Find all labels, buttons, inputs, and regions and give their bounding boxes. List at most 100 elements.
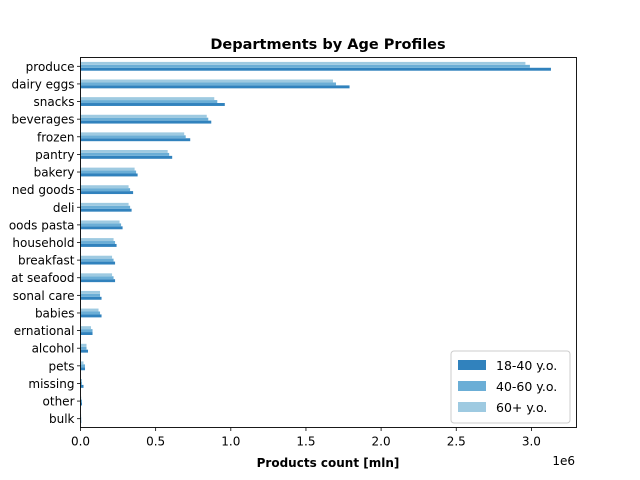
x-tick-label: 0.5 — [146, 435, 165, 449]
legend-swatch — [458, 360, 486, 370]
bar-beverages-series-3 — [80, 114, 207, 118]
bar-other-series-2 — [80, 399, 83, 403]
bar-at-seafood-series-3 — [80, 273, 113, 277]
bar-ned-goods-series-2 — [80, 188, 131, 192]
bar-deli-series-1 — [80, 208, 132, 212]
bar-produce-series-3 — [80, 61, 526, 65]
x-tick-label: 3.0 — [522, 435, 541, 449]
bar-household-series-3 — [80, 238, 114, 242]
bar-produce-series-2 — [80, 64, 530, 68]
bar-babies-series-1 — [80, 314, 102, 318]
x-tick-label: 1.0 — [221, 435, 240, 449]
bar-household-series-1 — [80, 243, 117, 247]
bar-oods-pasta-series-1 — [80, 226, 123, 230]
bar-pantry-series-3 — [80, 150, 168, 153]
bar-bakery-series-3 — [80, 167, 135, 171]
x-axis-offset-text: 1e6 — [552, 454, 575, 468]
y-tick-label: sonal care — [13, 289, 75, 303]
bar-snacks-series-1 — [80, 103, 225, 106]
bar-ned-goods-series-1 — [80, 191, 134, 195]
y-tick-label: household — [12, 236, 74, 250]
y-tick-label: at seafood — [11, 271, 74, 285]
y-tick-label: ned goods — [12, 183, 75, 197]
y-tick-label: alcohol — [32, 342, 75, 356]
y-tick-label: beverages — [11, 113, 74, 127]
bar-other-series-1 — [80, 402, 83, 406]
bar-beverages-series-2 — [80, 117, 209, 121]
bar-breakfast-series-3 — [80, 255, 113, 259]
bar-oods-pasta-series-3 — [80, 220, 120, 224]
bar-sonal-care-series-3 — [80, 290, 101, 294]
x-tick-label: 1.5 — [296, 435, 315, 449]
bar-ernational-series-1 — [80, 332, 93, 335]
y-tick-label: missing — [28, 377, 74, 391]
bar-frozen-series-2 — [80, 135, 186, 139]
bar-babies-series-3 — [80, 308, 99, 312]
bar-dairy-eggs-series-3 — [80, 79, 334, 83]
bar-sonal-care-series-1 — [80, 296, 102, 300]
x-tick-label: 0.0 — [71, 435, 90, 449]
y-axis-ticks: produce dairy eggs snacks beverages frozen pa… — [9, 60, 81, 426]
y-tick-label: other — [43, 395, 75, 409]
y-tick-label: bakery — [34, 166, 75, 180]
y-tick-label: bulk — [49, 412, 75, 426]
bar-dairy-eggs-series-2 — [80, 82, 337, 86]
x-tick-label: 2.0 — [372, 435, 391, 449]
legend-label: 40-60 y.o. — [496, 379, 557, 394]
y-tick-label: ernational — [14, 324, 75, 338]
bar-ned-goods-series-3 — [80, 185, 129, 189]
x-tick-label: 2.5 — [447, 435, 466, 449]
bar-pets-series-2 — [80, 364, 86, 368]
bar-snacks-series-3 — [80, 97, 215, 101]
bar-missing-series-3 — [80, 379, 83, 382]
x-axis-ticks: 0.0 0.5 1.0 1.5 2.0 2.5 3.0 — [71, 427, 541, 449]
bar-oods-pasta-series-2 — [80, 223, 122, 227]
bar-household-series-2 — [80, 241, 116, 244]
bar-babies-series-2 — [80, 311, 101, 315]
bar-snacks-series-2 — [80, 100, 218, 104]
x-axis-label: Products count [mln] — [257, 456, 400, 470]
legend: 18-40 y.o. 40-60 y.o. 60+ y.o. — [450, 350, 571, 424]
y-tick-label: frozen — [37, 130, 75, 144]
bar-pets-series-1 — [80, 367, 86, 371]
legend-swatch — [458, 381, 486, 391]
y-tick-label: oods pasta — [9, 218, 75, 232]
bar-missing-series-1 — [80, 384, 84, 388]
bar-breakfast-series-1 — [80, 261, 116, 265]
bar-pets-series-3 — [80, 361, 84, 365]
bar-alcohol-series-1 — [80, 349, 89, 353]
bar-pantry-series-2 — [80, 152, 170, 156]
y-tick-label: pantry — [35, 148, 74, 162]
plot-frame — [80, 57, 577, 428]
bar-pantry-series-1 — [80, 155, 173, 159]
legend-label: 18-40 y.o. — [496, 358, 557, 373]
bar-alcohol-series-3 — [80, 343, 87, 347]
bar-sonal-care-series-2 — [80, 293, 101, 297]
legend-swatch — [458, 402, 486, 412]
y-tick-label: babies — [35, 306, 75, 320]
y-tick-label: produce — [26, 60, 75, 74]
bar-deli-series-2 — [80, 205, 131, 209]
bar-missing-series-2 — [80, 381, 83, 385]
bars-group — [80, 61, 551, 424]
bar-beverages-series-1 — [80, 120, 212, 124]
y-tick-label: pets — [49, 359, 75, 373]
legend-label: 60+ y.o. — [496, 400, 547, 415]
bar-ernational-series-2 — [80, 329, 93, 333]
y-tick-label: breakfast — [18, 254, 75, 268]
bar-at-seafood-series-1 — [80, 279, 116, 283]
y-tick-label: deli — [53, 201, 75, 215]
chart-title: Departments by Age Profiles — [210, 37, 445, 53]
bar-ernational-series-3 — [80, 326, 92, 330]
bar-dairy-eggs-series-1 — [80, 85, 350, 89]
bar-at-seafood-series-2 — [80, 276, 114, 280]
bar-deli-series-3 — [80, 202, 129, 206]
bar-frozen-series-1 — [80, 138, 191, 142]
bar-bakery-series-2 — [80, 170, 137, 174]
y-tick-label: dairy eggs — [11, 77, 74, 91]
bar-alcohol-series-2 — [80, 346, 87, 350]
bar-bakery-series-1 — [80, 173, 138, 177]
bar-produce-series-1 — [80, 67, 551, 71]
bar-breakfast-series-2 — [80, 258, 114, 262]
